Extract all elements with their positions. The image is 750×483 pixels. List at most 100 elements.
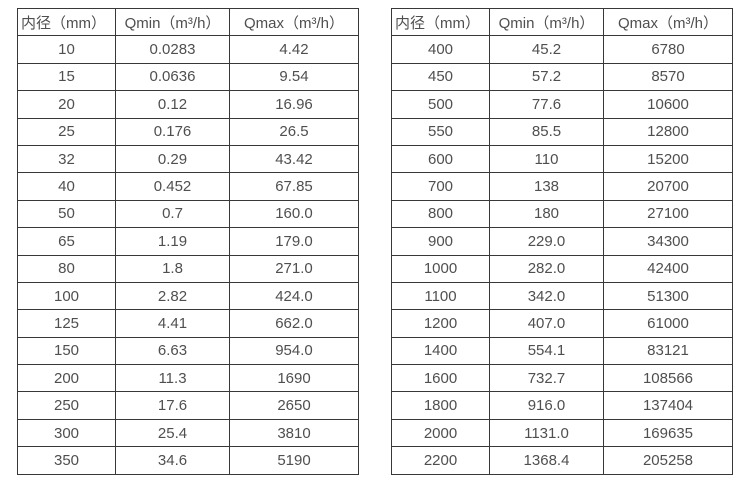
cell-qmax: 67.85: [229, 172, 359, 201]
column-header-diameter: 内径（mm）: [17, 7, 116, 37]
cell-qmin: 229.0: [489, 227, 604, 256]
cell-qmin: 77.6: [489, 90, 604, 119]
table-row: 1200 407.0 61000: [391, 309, 733, 338]
cell-qmin: 554.1: [489, 336, 604, 366]
cell-qmin: 407.0: [489, 309, 604, 338]
cell-qmax: 43.42: [229, 144, 359, 174]
table-row: 550 85.5 12800: [391, 117, 733, 146]
cell-diameter: 1100: [391, 281, 490, 311]
cell-qmin: 282.0: [489, 254, 604, 283]
cell-qmax: 51300: [603, 281, 733, 311]
cell-qmin: 85.5: [489, 117, 604, 146]
cell-diameter: 100: [17, 281, 116, 311]
cell-qmin: 34.6: [115, 446, 230, 475]
table-body: 10 0.0283 4.42 15 0.0636 9.54 20 0.12 16.96 25 0.1…: [17, 35, 359, 475]
cell-diameter: 600: [391, 144, 490, 174]
header-row: 内径（mm） Qmin（m³/h） Qmax（m³/h）: [391, 7, 733, 37]
cell-qmin: 25.4: [115, 418, 230, 448]
cell-qmax: 662.0: [229, 309, 359, 338]
cell-qmax: 16.96: [229, 90, 359, 119]
cell-qmin: 1368.4: [489, 446, 604, 475]
cell-diameter: 10: [17, 35, 116, 64]
cell-diameter: 1400: [391, 336, 490, 366]
table-row: 100 2.82 424.0: [17, 281, 359, 311]
cell-qmax: 108566: [603, 364, 733, 393]
cell-diameter: 700: [391, 172, 490, 201]
cell-qmin: 6.63: [115, 336, 230, 366]
column-header-diameter: 内径（mm）: [391, 7, 490, 37]
table-row: 1800 916.0 137404: [391, 391, 733, 420]
cell-qmax: 6780: [603, 35, 733, 64]
cell-qmax: 5190: [229, 446, 359, 475]
table-row: 1000 282.0 42400: [391, 254, 733, 283]
cell-qmax: 137404: [603, 391, 733, 420]
table-row: 50 0.7 160.0: [17, 199, 359, 229]
cell-diameter: 80: [17, 254, 116, 283]
table-row: 300 25.4 3810: [17, 418, 359, 448]
table-row: 400 45.2 6780: [391, 35, 733, 64]
table-row: 900 229.0 34300: [391, 227, 733, 256]
table-row: 65 1.19 179.0: [17, 227, 359, 256]
table-row: 500 77.6 10600: [391, 90, 733, 119]
cell-qmax: 169635: [603, 418, 733, 448]
cell-qmax: 271.0: [229, 254, 359, 283]
cell-qmax: 10600: [603, 90, 733, 119]
cell-diameter: 2200: [391, 446, 490, 475]
table-row: 350 34.6 5190: [17, 446, 359, 475]
cell-qmax: 27100: [603, 199, 733, 229]
cell-qmin: 1131.0: [489, 418, 604, 448]
cell-qmin: 45.2: [489, 35, 604, 64]
cell-qmax: 42400: [603, 254, 733, 283]
cell-diameter: 65: [17, 227, 116, 256]
table-row: 2200 1368.4 205258: [391, 446, 733, 475]
cell-diameter: 15: [17, 62, 116, 92]
cell-diameter: 2000: [391, 418, 490, 448]
cell-diameter: 500: [391, 90, 490, 119]
cell-qmin: 0.0636: [115, 62, 230, 92]
column-header-qmax: Qmax（m³/h）: [229, 7, 359, 37]
table-row: 32 0.29 43.42: [17, 144, 359, 174]
table-row: 25 0.176 26.5: [17, 117, 359, 146]
table-row: 15 0.0636 9.54: [17, 62, 359, 92]
column-header-qmin: Qmin（m³/h）: [489, 7, 604, 37]
cell-diameter: 32: [17, 144, 116, 174]
cell-diameter: 350: [17, 446, 116, 475]
header-row: 内径（mm） Qmin（m³/h） Qmax（m³/h）: [17, 7, 359, 37]
cell-diameter: 200: [17, 364, 116, 393]
cell-qmax: 61000: [603, 309, 733, 338]
cell-qmax: 12800: [603, 117, 733, 146]
cell-qmax: 954.0: [229, 336, 359, 366]
cell-diameter: 20: [17, 90, 116, 119]
cell-diameter: 1800: [391, 391, 490, 420]
cell-diameter: 25: [17, 117, 116, 146]
cell-qmax: 160.0: [229, 199, 359, 229]
table-row: 1600 732.7 108566: [391, 364, 733, 393]
flow-table-large-diameters: 内径（mm） Qmin（m³/h） Qmax（m³/h） 400 45.2 6780…: [391, 7, 733, 475]
cell-qmax: 26.5: [229, 117, 359, 146]
cell-qmin: 17.6: [115, 391, 230, 420]
cell-diameter: 900: [391, 227, 490, 256]
cell-qmin: 180: [489, 199, 604, 229]
table-row: 40 0.452 67.85: [17, 172, 359, 201]
cell-qmax: 205258: [603, 446, 733, 475]
table-row: 125 4.41 662.0: [17, 309, 359, 338]
cell-qmin: 0.452: [115, 172, 230, 201]
table-row: 800 180 27100: [391, 199, 733, 229]
cell-qmin: 2.82: [115, 281, 230, 311]
cell-qmax: 424.0: [229, 281, 359, 311]
cell-diameter: 150: [17, 336, 116, 366]
cell-qmax: 34300: [603, 227, 733, 256]
cell-diameter: 50: [17, 199, 116, 229]
cell-diameter: 1000: [391, 254, 490, 283]
table-row: 20 0.12 16.96: [17, 90, 359, 119]
cell-qmax: 1690: [229, 364, 359, 393]
cell-diameter: 125: [17, 309, 116, 338]
cell-qmax: 15200: [603, 144, 733, 174]
cell-qmax: 9.54: [229, 62, 359, 92]
cell-qmax: 83121: [603, 336, 733, 366]
cell-qmax: 4.42: [229, 35, 359, 64]
cell-qmin: 0.7: [115, 199, 230, 229]
cell-diameter: 250: [17, 391, 116, 420]
cell-qmax: 8570: [603, 62, 733, 92]
